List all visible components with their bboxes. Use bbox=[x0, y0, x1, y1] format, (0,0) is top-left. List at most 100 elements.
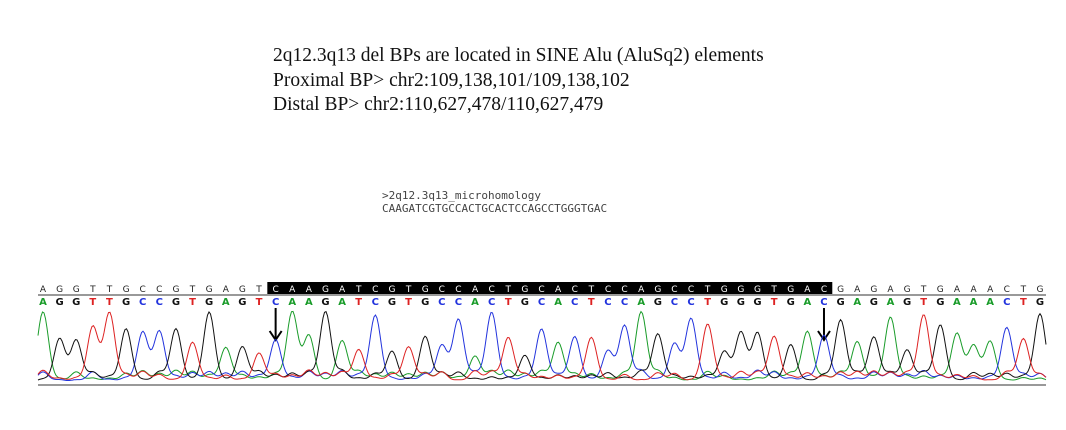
trace-T bbox=[37, 311, 1047, 381]
reference-base-5: G bbox=[123, 285, 130, 295]
reference-base-53: T bbox=[920, 285, 927, 295]
called-base-30: C bbox=[538, 297, 545, 308]
called-base-20: C bbox=[372, 297, 379, 308]
reference-base-11: A bbox=[223, 285, 230, 295]
reference-base-21: G bbox=[388, 285, 395, 295]
called-base-43: G bbox=[753, 297, 761, 308]
called-base-17: G bbox=[321, 297, 329, 308]
called-base-21: G bbox=[388, 297, 396, 308]
reference-base-39: C bbox=[688, 285, 694, 295]
called-base-40: T bbox=[704, 297, 711, 308]
reference-base-45: G bbox=[787, 285, 794, 295]
called-base-27: C bbox=[488, 297, 495, 308]
reference-base-25: C bbox=[455, 285, 461, 295]
reference-base-2: G bbox=[73, 285, 80, 295]
called-base-4: T bbox=[106, 297, 113, 308]
called-base-26: A bbox=[471, 297, 479, 308]
called-base-37: G bbox=[654, 297, 662, 308]
called-base-38: C bbox=[671, 297, 678, 308]
called-base-2: G bbox=[72, 297, 80, 308]
reference-base-0: A bbox=[40, 285, 47, 295]
called-base-11: A bbox=[222, 297, 230, 308]
reference-base-10: G bbox=[206, 285, 213, 295]
called-base-46: A bbox=[803, 297, 811, 308]
called-base-13: T bbox=[256, 297, 263, 308]
reference-base-51: A bbox=[887, 285, 894, 295]
called-base-10: G bbox=[205, 297, 213, 308]
called-base-56: A bbox=[970, 297, 978, 308]
reference-base-55: A bbox=[954, 285, 961, 295]
reference-base-46: A bbox=[804, 285, 811, 295]
reference-base-43: G bbox=[754, 285, 761, 295]
reference-base-13: T bbox=[255, 285, 262, 295]
called-base-58: C bbox=[1003, 297, 1010, 308]
called-base-59: T bbox=[1020, 297, 1027, 308]
reference-base-50: G bbox=[870, 285, 877, 295]
called-base-7: C bbox=[156, 297, 163, 308]
called-base-8: G bbox=[172, 297, 180, 308]
called-base-52: G bbox=[903, 297, 911, 308]
called-base-25: C bbox=[455, 297, 462, 308]
called-base-49: A bbox=[853, 297, 861, 308]
called-base-23: G bbox=[421, 297, 429, 308]
called-base-51: A bbox=[887, 297, 895, 308]
reference-base-54: G bbox=[937, 285, 944, 295]
reference-base-36: A bbox=[638, 285, 645, 295]
called-base-36: A bbox=[637, 297, 645, 308]
called-base-42: G bbox=[737, 297, 745, 308]
called-base-48: G bbox=[836, 297, 844, 308]
header-title: 2q12.3q13 del BPs are located in SINE Al… bbox=[273, 45, 764, 66]
called-base-12: G bbox=[238, 297, 246, 308]
reference-base-18: A bbox=[339, 285, 346, 295]
called-base-5: G bbox=[122, 297, 130, 308]
reference-base-38: C bbox=[671, 285, 677, 295]
reference-base-16: A bbox=[306, 285, 313, 295]
reference-base-35: C bbox=[621, 285, 627, 295]
called-base-9: T bbox=[189, 297, 196, 308]
fasta-block: >2q12.3q13_microhomology CAAGATCGTGCCACTG… bbox=[382, 189, 607, 215]
called-base-15: A bbox=[288, 297, 296, 308]
reference-base-31: A bbox=[555, 285, 562, 295]
reference-base-17: G bbox=[322, 285, 329, 295]
reference-base-56: A bbox=[970, 285, 977, 295]
reference-base-12: G bbox=[239, 285, 246, 295]
called-base-34: C bbox=[604, 297, 611, 308]
reference-base-48: G bbox=[837, 285, 844, 295]
called-base-33: T bbox=[588, 297, 595, 308]
reference-base-3: T bbox=[89, 285, 96, 295]
reference-base-47: C bbox=[821, 285, 827, 295]
reference-base-32: C bbox=[572, 285, 578, 295]
reference-base-29: G bbox=[521, 285, 528, 295]
reference-base-40: T bbox=[704, 285, 711, 295]
reference-base-28: T bbox=[505, 285, 512, 295]
called-base-41: G bbox=[720, 297, 728, 308]
reference-base-44: T bbox=[770, 285, 777, 295]
reference-base-7: C bbox=[156, 285, 162, 295]
called-base-60: G bbox=[1036, 297, 1044, 308]
fasta-sequence: CAAGATCGTGCCACTGCACTCCAGCCTGGGTGAC bbox=[382, 202, 608, 215]
reference-base-1: G bbox=[56, 285, 63, 295]
called-base-47: C bbox=[820, 297, 827, 308]
called-base-14: C bbox=[272, 297, 279, 308]
trace-C bbox=[37, 311, 1047, 381]
reference-base-34: C bbox=[605, 285, 611, 295]
called-base-45: G bbox=[787, 297, 795, 308]
reference-base-26: A bbox=[472, 285, 479, 295]
called-base-32: C bbox=[571, 297, 578, 308]
breakpoint-arrow-1 bbox=[268, 308, 283, 342]
reference-base-30: C bbox=[538, 285, 544, 295]
reference-base-23: G bbox=[422, 285, 429, 295]
called-base-57: A bbox=[986, 297, 994, 308]
called-base-24: C bbox=[438, 297, 445, 308]
reference-base-6: C bbox=[140, 285, 146, 295]
reference-base-8: G bbox=[172, 285, 179, 295]
trace-A bbox=[37, 310, 1047, 381]
header-text-block: 2q12.3q13 del BPs are located in SINE Al… bbox=[273, 44, 764, 118]
reference-base-42: G bbox=[737, 285, 744, 295]
reference-base-37: G bbox=[654, 285, 661, 295]
reference-base-15: A bbox=[289, 285, 296, 295]
reference-base-33: T bbox=[588, 285, 595, 295]
called-base-31: A bbox=[554, 297, 562, 308]
called-base-19: T bbox=[355, 297, 362, 308]
